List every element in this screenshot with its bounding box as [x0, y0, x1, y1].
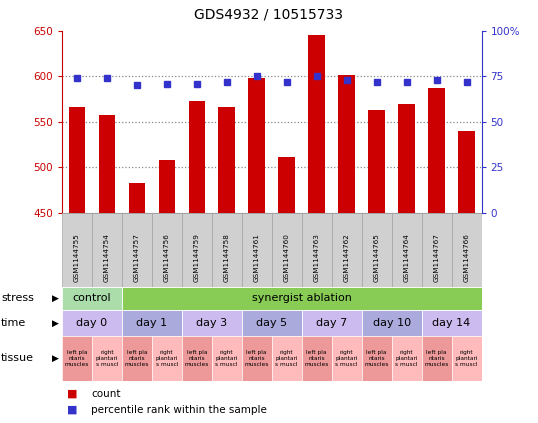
Text: day 3: day 3 [196, 318, 227, 328]
Text: GSM1144758: GSM1144758 [224, 233, 230, 283]
Text: left pla
ntaris
muscles: left pla ntaris muscles [185, 350, 209, 367]
Bar [331, 336, 362, 381]
Bar [422, 310, 482, 336]
Text: GSM1144760: GSM1144760 [284, 233, 289, 283]
Text: count: count [91, 389, 121, 398]
Text: day 5: day 5 [256, 318, 287, 328]
Bar [152, 213, 182, 287]
Text: GSM1144765: GSM1144765 [373, 233, 380, 283]
Text: left pla
ntaris
muscles: left pla ntaris muscles [305, 350, 329, 367]
Text: stress: stress [1, 294, 34, 303]
Bar [69, 107, 85, 213]
Bar [272, 336, 302, 381]
Bar [122, 336, 152, 381]
Bar [451, 213, 482, 287]
Text: ■: ■ [67, 405, 78, 415]
Bar [302, 310, 362, 336]
Bar [218, 107, 235, 213]
Text: left pla
ntaris
muscles: left pla ntaris muscles [65, 350, 89, 367]
Bar [362, 336, 392, 381]
Text: GSM1144757: GSM1144757 [134, 233, 140, 283]
Text: day 1: day 1 [136, 318, 167, 328]
Text: GSM1144767: GSM1144767 [434, 233, 440, 283]
Text: ■: ■ [67, 389, 78, 398]
Text: day 10: day 10 [372, 318, 410, 328]
Bar [392, 336, 422, 381]
Text: right
plantari
s muscl: right plantari s muscl [216, 350, 238, 367]
Text: GDS4932 / 10515733: GDS4932 / 10515733 [195, 8, 343, 22]
Bar [92, 213, 122, 287]
Bar [279, 157, 295, 213]
Bar [308, 36, 325, 213]
Text: GSM1144759: GSM1144759 [194, 233, 200, 283]
Bar [182, 336, 212, 381]
Text: ▶: ▶ [52, 319, 59, 328]
Bar [212, 336, 242, 381]
Text: time: time [1, 318, 26, 328]
Bar [362, 213, 392, 287]
Text: percentile rank within the sample: percentile rank within the sample [91, 405, 267, 415]
Text: GSM1144763: GSM1144763 [314, 233, 320, 283]
Bar [362, 310, 422, 336]
Bar [122, 213, 152, 287]
Text: day 0: day 0 [76, 318, 108, 328]
Bar [159, 160, 175, 213]
Text: ▶: ▶ [52, 354, 59, 363]
Bar [369, 110, 385, 213]
Bar [249, 78, 265, 213]
Text: GSM1144762: GSM1144762 [344, 233, 350, 283]
Bar [428, 88, 445, 213]
Text: day 14: day 14 [433, 318, 471, 328]
Text: GSM1144766: GSM1144766 [464, 233, 470, 283]
Text: tissue: tissue [1, 354, 34, 363]
Text: synergist ablation: synergist ablation [252, 294, 352, 303]
Text: right
plantari
s muscl: right plantari s muscl [96, 350, 118, 367]
Text: day 7: day 7 [316, 318, 347, 328]
Bar [92, 336, 122, 381]
Text: right
plantari
s muscl: right plantari s muscl [395, 350, 418, 367]
Bar [62, 336, 92, 381]
Bar [62, 287, 122, 310]
Bar [182, 213, 212, 287]
Bar [458, 131, 475, 213]
Bar [242, 336, 272, 381]
Text: GSM1144754: GSM1144754 [104, 233, 110, 283]
Text: ▶: ▶ [52, 294, 59, 303]
Bar [129, 183, 145, 213]
Bar [98, 115, 115, 213]
Text: GSM1144755: GSM1144755 [74, 233, 80, 283]
Text: GSM1144756: GSM1144756 [164, 233, 170, 283]
Bar [331, 213, 362, 287]
Text: control: control [73, 294, 111, 303]
Bar [212, 213, 242, 287]
Bar [392, 213, 422, 287]
Bar [302, 336, 331, 381]
Bar [182, 310, 242, 336]
Text: right
plantari
s muscl: right plantari s muscl [335, 350, 358, 367]
Bar [422, 336, 451, 381]
Bar [338, 75, 355, 213]
Text: GSM1144764: GSM1144764 [404, 233, 409, 283]
Text: left pla
ntaris
muscles: left pla ntaris muscles [424, 350, 449, 367]
Bar [62, 213, 92, 287]
Text: right
plantari
s muscl: right plantari s muscl [455, 350, 478, 367]
Bar [122, 310, 182, 336]
Bar [422, 213, 451, 287]
Bar [62, 310, 122, 336]
Bar [242, 213, 272, 287]
Text: GSM1144761: GSM1144761 [254, 233, 260, 283]
Bar [302, 213, 331, 287]
Text: right
plantari
s muscl: right plantari s muscl [155, 350, 178, 367]
Bar [152, 336, 182, 381]
Bar [451, 336, 482, 381]
Text: left pla
ntaris
muscles: left pla ntaris muscles [244, 350, 269, 367]
Bar [188, 101, 205, 213]
Text: left pla
ntaris
muscles: left pla ntaris muscles [125, 350, 149, 367]
Bar [272, 213, 302, 287]
Bar [398, 104, 415, 213]
Text: right
plantari
s muscl: right plantari s muscl [275, 350, 298, 367]
Bar [122, 287, 482, 310]
Text: left pla
ntaris
muscles: left pla ntaris muscles [364, 350, 389, 367]
Bar [242, 310, 302, 336]
